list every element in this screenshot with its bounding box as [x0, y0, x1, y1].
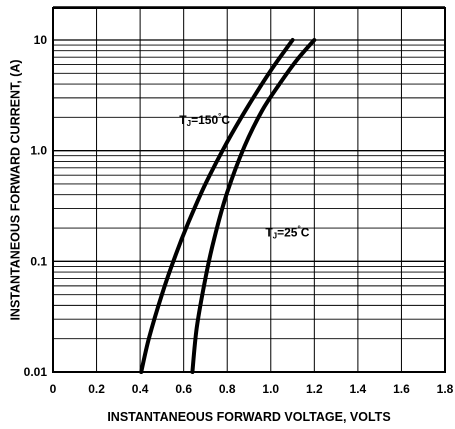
- x-axis-label: INSTANTANEOUS FORWARD VOLTAGE, VOLTS: [107, 410, 390, 424]
- curve-annotation-1: TJ=25°C: [265, 224, 309, 240]
- x-tick-label: 1.0: [262, 382, 279, 396]
- y-tick-label: 1.0: [30, 144, 47, 158]
- plot-frame: [52, 7, 446, 373]
- x-tick-label: 0: [50, 382, 57, 396]
- y-axis-label: INSTANTANEOUS FORWARD CURRENT, (A): [8, 59, 22, 320]
- y-tick-label: 10: [34, 33, 48, 47]
- y-tick-labels: 0.01 0.1 1.0 10: [24, 33, 48, 379]
- x-tick-label: 0.2: [88, 382, 105, 396]
- series-line-1: [190, 38, 317, 374]
- y-tick-label: 0.01: [24, 365, 48, 379]
- x-tick-label: 1.4: [350, 382, 367, 396]
- x-tick-label: 1.2: [306, 382, 323, 396]
- series-group: [139, 38, 317, 374]
- x-tick-label: 0.6: [175, 382, 192, 396]
- curve-annotations: TJ=150°C TJ=25°C: [179, 112, 309, 241]
- x-tick-label: 0.4: [132, 382, 149, 396]
- grid: [52, 6, 446, 373]
- x-tick-label: 0.8: [219, 382, 236, 396]
- y-tick-label: 0.1: [30, 254, 47, 268]
- x-tick-label: 1.8: [437, 382, 454, 396]
- series-line-0: [139, 38, 295, 374]
- curve-annotation-0: TJ=150°C: [179, 112, 230, 128]
- x-tick-label: 1.6: [393, 382, 410, 396]
- x-tick-labels: 0 0.2 0.4 0.6 0.8 1.0 1.2 1.4 1.6 1.8: [50, 382, 454, 396]
